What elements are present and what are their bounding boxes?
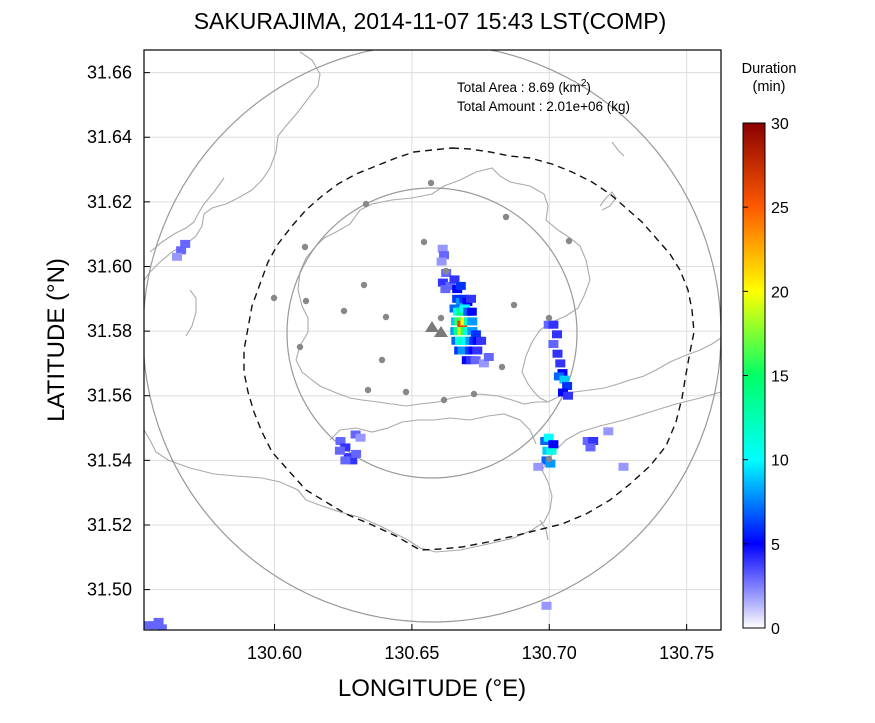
deposit-cell bbox=[548, 340, 559, 348]
colorbar-tick-label: 0 bbox=[771, 621, 780, 638]
deposit-cell bbox=[588, 437, 599, 445]
deposit-cell bbox=[467, 317, 478, 326]
total-amount-text: Total Amount : 2.01e+06 (kg) bbox=[457, 99, 630, 114]
deposit-cell bbox=[351, 449, 362, 458]
deposit-cell bbox=[553, 372, 564, 381]
deposit-cell bbox=[437, 244, 448, 253]
deposit-cell bbox=[176, 246, 187, 255]
x-tick-label: 130.60 bbox=[247, 643, 302, 663]
map-layer bbox=[144, 50, 721, 630]
deposit-cell bbox=[546, 446, 557, 455]
deposit-cell bbox=[552, 349, 563, 358]
deposit-cell bbox=[355, 433, 366, 442]
chart-title: SAKURAJIMA, 2014-11-07 15:43 LST(COMP) bbox=[193, 8, 667, 34]
deposit-cell bbox=[552, 330, 562, 339]
volcano-vent-markers bbox=[425, 321, 448, 337]
y-tick-label: 31.54 bbox=[87, 450, 132, 470]
deposit-cell bbox=[335, 437, 346, 445]
deposit-cell bbox=[437, 278, 448, 287]
deposit-cell bbox=[585, 443, 596, 452]
deposit-cell bbox=[172, 252, 182, 261]
x-tick-labels: 130.60 130.65 130.70 130.75 bbox=[247, 624, 714, 663]
x-tick-label: 130.70 bbox=[522, 643, 577, 663]
y-tick-label: 31.56 bbox=[87, 386, 132, 406]
colorbar-tick-label: 15 bbox=[771, 369, 789, 386]
grid-lines bbox=[144, 50, 721, 630]
deposit-cell bbox=[559, 375, 570, 384]
deposit-cell bbox=[618, 462, 629, 471]
x-tick-label: 130.75 bbox=[659, 643, 714, 663]
deposit-cell bbox=[541, 601, 552, 610]
colorbar: Duration (min) 0 5 10 15 20 25 30 bbox=[742, 61, 797, 638]
deposit-cell bbox=[548, 320, 559, 329]
deposit-cell bbox=[347, 456, 358, 465]
plot-frame bbox=[143, 49, 722, 631]
deposit-cell bbox=[334, 446, 345, 455]
deposit-cell bbox=[455, 281, 466, 290]
range-circles bbox=[144, 50, 721, 623]
deposit-cell bbox=[582, 437, 593, 445]
deposit-cell bbox=[533, 462, 544, 471]
colorbar-tick-label: 10 bbox=[771, 453, 789, 470]
colorbar-tick-label: 30 bbox=[771, 116, 789, 133]
deposit-cell bbox=[472, 346, 483, 355]
y-tick-label: 31.62 bbox=[87, 192, 132, 212]
deposit-cell bbox=[603, 427, 614, 436]
y-tick-label: 31.66 bbox=[87, 63, 132, 83]
y-tick-labels: 31.50 31.52 31.54 31.56 31.58 31.60 31.62 31.64… bbox=[87, 63, 150, 600]
deposit-cells bbox=[144, 239, 629, 630]
deposit-cell bbox=[483, 353, 494, 361]
deposit-cell bbox=[562, 382, 573, 390]
deposit-cell bbox=[478, 359, 489, 368]
colorbar-tick-label: 25 bbox=[771, 200, 789, 217]
deposit-cell bbox=[445, 281, 456, 290]
deposit-cell bbox=[555, 359, 566, 368]
deposit-cell bbox=[466, 307, 477, 316]
colorbar-tick-label: 5 bbox=[771, 537, 780, 554]
deposit-cell bbox=[156, 624, 167, 630]
deposit-cell bbox=[476, 336, 487, 345]
y-tick-label: 31.64 bbox=[87, 127, 132, 147]
deposit-cell bbox=[340, 456, 351, 465]
deposit-cell bbox=[470, 330, 481, 339]
colorbar-ticks: 0 5 10 15 20 25 30 bbox=[743, 116, 789, 638]
deposit-cell bbox=[470, 356, 481, 365]
x-axis-label: LONGITUDE (°E) bbox=[338, 675, 526, 702]
y-tick-label: 31.60 bbox=[87, 256, 132, 276]
y-tick-label: 31.58 bbox=[87, 321, 132, 341]
deposit-cell bbox=[548, 440, 559, 449]
deposit-cell bbox=[545, 459, 556, 468]
y-tick-label: 31.52 bbox=[87, 515, 132, 535]
colorbar-unit: (min) bbox=[752, 79, 785, 95]
y-axis-label: LATITUDE (°N) bbox=[43, 258, 70, 422]
deposit-cell bbox=[449, 275, 460, 284]
deposit-cell bbox=[439, 251, 449, 260]
observation-stations bbox=[270, 179, 573, 463]
coastline bbox=[144, 51, 721, 553]
deposit-cell bbox=[436, 257, 447, 266]
deposit-cell bbox=[340, 443, 351, 452]
deposit-cell bbox=[466, 294, 476, 303]
x-tick-label: 130.65 bbox=[384, 643, 439, 663]
colorbar-title: Duration bbox=[742, 61, 797, 77]
deposit-cell bbox=[180, 239, 191, 248]
coverage-boundary bbox=[243, 147, 695, 551]
y-tick-label: 31.50 bbox=[87, 580, 132, 600]
colorbar-tick-label: 20 bbox=[771, 284, 789, 301]
summary-info: Total Area : 8.69 (km2) Total Amount : 2… bbox=[457, 78, 630, 114]
deposit-cell bbox=[153, 617, 164, 626]
deposit-cell bbox=[563, 391, 573, 400]
deposit-cell bbox=[543, 433, 554, 442]
total-area-text: Total Area : 8.69 (km2) bbox=[457, 78, 591, 95]
